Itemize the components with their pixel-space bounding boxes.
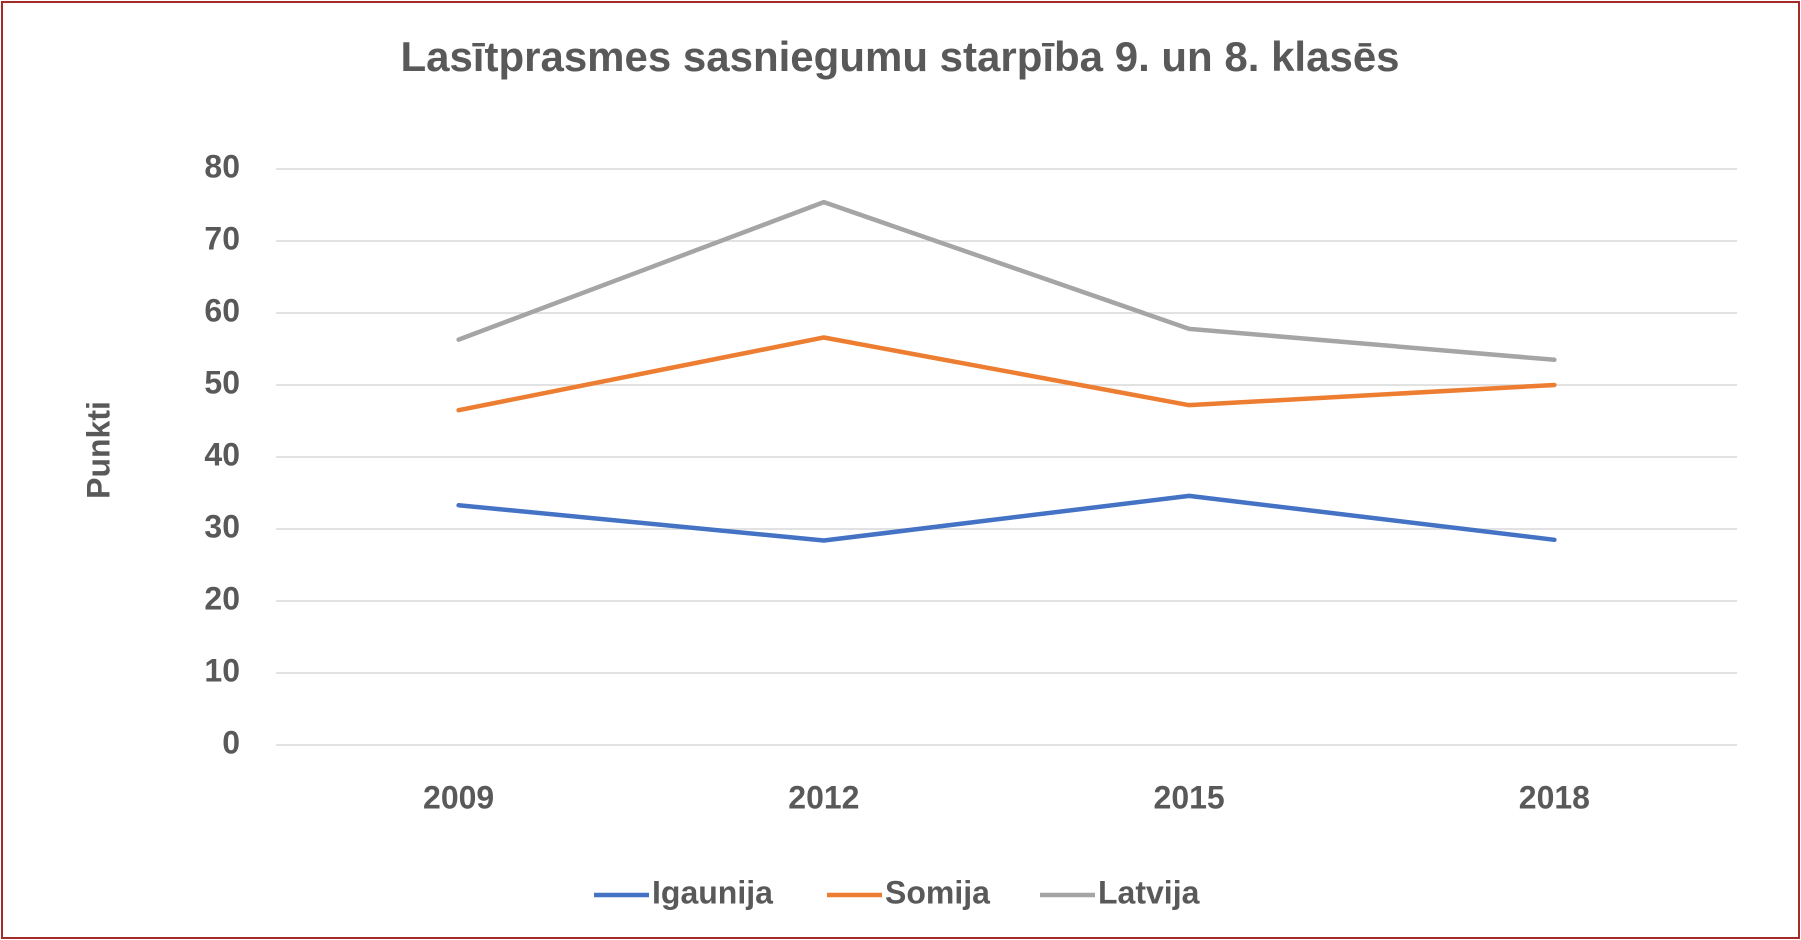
series-line	[456, 199, 1557, 363]
y-tick-label: 30	[204, 508, 240, 544]
chart-title: Lasītprasmes sasniegumu starpība 9. un 8…	[400, 33, 1399, 80]
x-tick-label: 2018	[1519, 779, 1590, 815]
series-line	[456, 335, 1557, 413]
y-tick-label: 40	[204, 436, 240, 472]
series-line	[456, 493, 1557, 543]
legend-label: Igaunija	[652, 874, 773, 910]
x-tick-label: 2015	[1154, 779, 1225, 815]
y-tick-label: 0	[222, 724, 240, 760]
legend-label: Somija	[885, 874, 990, 910]
x-tick-label: 2009	[423, 779, 494, 815]
y-axis-label: Punkti	[80, 401, 116, 499]
y-tick-label: 10	[204, 652, 240, 688]
y-tick-label: 60	[204, 292, 240, 328]
y-tick-label: 80	[204, 148, 240, 184]
legend-label: Latvija	[1098, 874, 1200, 910]
y-tick-label: 70	[204, 220, 240, 256]
x-tick-label: 2012	[788, 779, 859, 815]
y-tick-label: 20	[204, 580, 240, 616]
y-tick-label: 50	[204, 364, 240, 400]
